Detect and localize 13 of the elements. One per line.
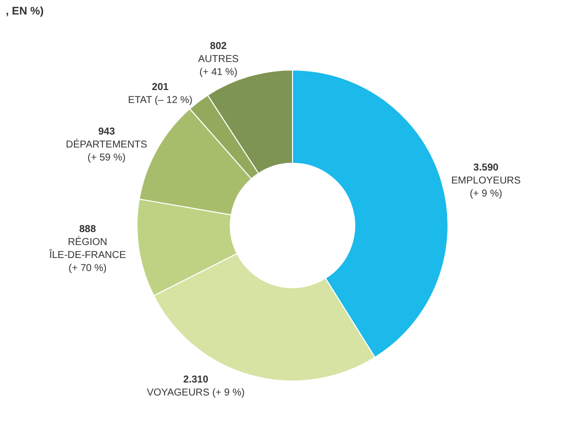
chart-title: , EN %) [6,5,44,18]
data-label: 802 [210,40,228,52]
slice-label: ETAT (– 12 %) [128,95,192,106]
slice-label: RÉGION ÎLE-DE-FRANCE (+ 70 %) [48,236,126,274]
data-label: 201 [152,82,170,94]
slice-label: DÉPARTEMENTS (+ 59 %) [66,138,148,164]
data-label: 888 [79,224,96,236]
slice-label: VOYAGEURS (+ 9 %) [146,387,245,398]
data-label: 3.590 [473,162,499,174]
slice-label: EMPLOYEURS (+ 9 %) [451,176,522,200]
data-label: 2.310 [183,374,209,386]
slice-label: AUTRES (+ 41 %) [198,54,240,78]
data-label: 943 [98,126,116,138]
